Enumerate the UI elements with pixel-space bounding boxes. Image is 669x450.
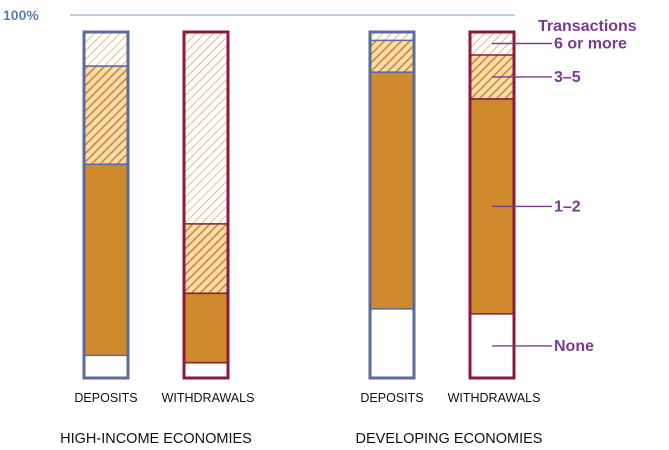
bar-segment-3-5 [370, 40, 414, 73]
legend: Transactions None 1–2 3–5 6 or more [492, 18, 637, 355]
legend-entry-6-or-more: 6 or more [554, 35, 627, 52]
bar-segment-none [370, 308, 414, 378]
bar-frame [182, 30, 230, 380]
legend-entry-3-5: 3–5 [554, 69, 581, 86]
legend-title: Transactions [538, 18, 637, 35]
bar-segment-1-2 [84, 164, 128, 356]
bar-segment-6-or-more [84, 32, 128, 67]
bar-segment-6-or-more [370, 32, 414, 41]
group-label: HIGH-INCOME ECONOMIES [60, 431, 252, 447]
bar-segment-none [84, 355, 128, 378]
bar-segment-3-5 [84, 66, 128, 165]
bar-label: WITHDRAWALS [448, 391, 541, 405]
group-label: DEVELOPING ECONOMIES [356, 431, 543, 447]
bar-segment-3-5 [184, 223, 228, 294]
legend-entry-1-2: 1–2 [554, 198, 581, 215]
bar-segment-none [184, 362, 228, 378]
bars-layer: DEPOSITS WITHDRAWALS HIGH-INCOME ECONOMIES… [60, 30, 543, 447]
bar-frame [468, 30, 516, 380]
bar-frame [82, 30, 130, 380]
bar-segment-1-2 [184, 293, 228, 363]
bar-label: DEPOSITS [360, 391, 423, 405]
bar-segment-6-or-more [184, 32, 228, 224]
bar-label: WITHDRAWALS [162, 391, 255, 405]
y-max-label: 100% [3, 7, 39, 23]
bar-frame [368, 30, 416, 380]
legend-entry-none: None [554, 338, 594, 355]
bar-segment-1-2 [370, 72, 414, 309]
bar-label: DEPOSITS [74, 391, 137, 405]
